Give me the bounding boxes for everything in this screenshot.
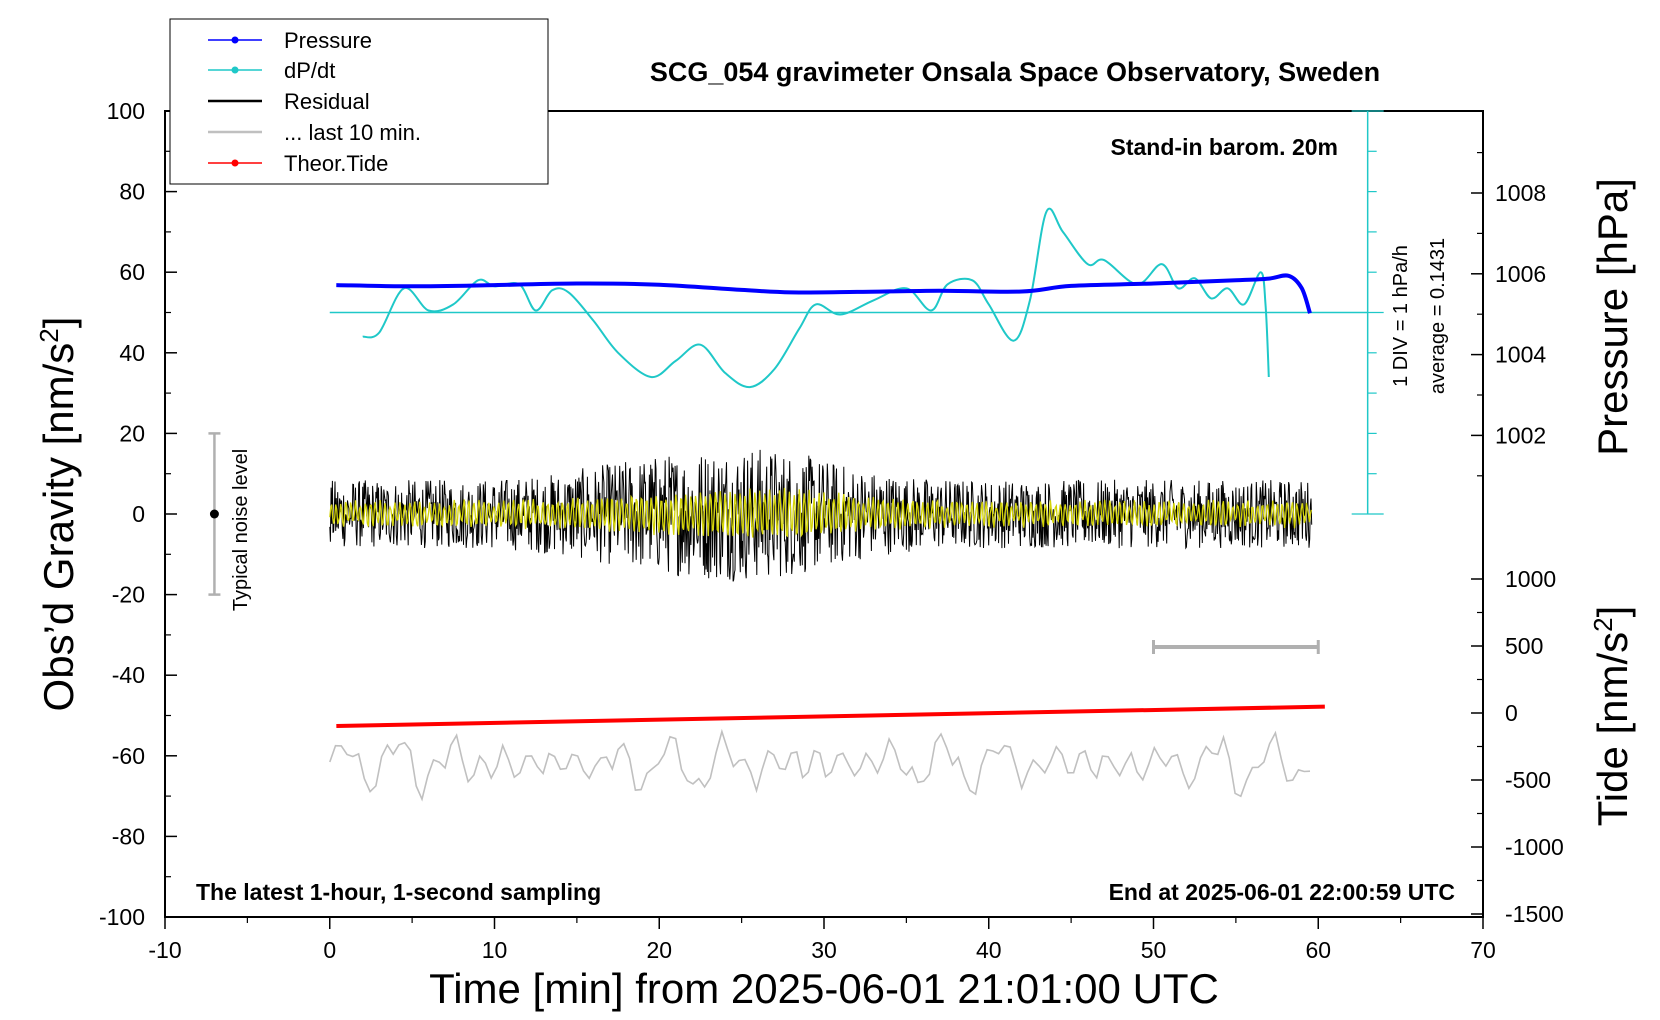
y-tick-label: -20 [112, 582, 145, 608]
y-tick-label: -40 [112, 662, 145, 688]
pressure-tick-label: 1002 [1495, 422, 1546, 448]
x-tick-label: 60 [1305, 937, 1331, 963]
legend: Pressure dP/dt Residual ... last 10 min.… [169, 18, 549, 185]
y-axis-label-left-sup: 2 [34, 328, 64, 342]
y-tick-label: 40 [119, 340, 145, 366]
noise-level-point [209, 509, 219, 519]
x-tick-label: 30 [811, 937, 837, 963]
x-axis-label: Time [min] from 2025-06-01 21:01:00 UTC [429, 965, 1219, 1012]
pressure-axis-label: Pressure [hPa] [1589, 178, 1636, 456]
pressure-series-line [336, 273, 1312, 314]
legend-item-residual: Residual [208, 89, 370, 114]
left-axis-ticks: 100 80 60 40 20 0 -20 -40 -60 -80 -100 [99, 98, 177, 930]
y-tick-label: 60 [119, 259, 145, 285]
x-tick-label: 50 [1141, 937, 1167, 963]
y-tick-label: 0 [132, 501, 145, 527]
y-tick-label: 80 [119, 179, 145, 205]
last10-series-line [329, 728, 1311, 802]
bottom-axis-ticks: -10 0 10 20 30 40 50 60 70 [148, 917, 1496, 963]
x-tick-label: -10 [148, 937, 181, 963]
tide-axis-label-sup: 2 [1588, 617, 1618, 631]
legend-item-last10: ... last 10 min. [208, 120, 421, 145]
y-tick-label: 100 [107, 98, 145, 124]
pressure-tick-label: 1008 [1495, 180, 1546, 206]
pressure-axis-ticks: 1008 1006 1004 1002 [1471, 152, 1546, 477]
tide-axis-ticks: 1000 500 0 -500 -1000 -1500 [1471, 566, 1564, 927]
average-note: average = 0.1431 [1427, 238, 1449, 394]
legend-item-dpdt: dP/dt [208, 58, 335, 83]
tide-tick-label: -1000 [1505, 834, 1564, 860]
legend-label-tide: Theor.Tide [284, 151, 388, 176]
x-tick-label: 0 [323, 937, 336, 963]
y-tick-label: -80 [112, 823, 145, 849]
legend-label-residual: Residual [284, 89, 370, 114]
residual-series-line [329, 449, 1313, 582]
legend-marker-tide [231, 159, 239, 167]
tide-tick-label: -500 [1505, 767, 1551, 793]
bottom-right-note: End at 2025-06-01 22:00:59 UTC [1109, 879, 1455, 905]
tide-series-line [336, 704, 1325, 728]
x-tick-label: 20 [646, 937, 672, 963]
legend-item-pressure: Pressure [208, 28, 372, 53]
legend-marker-dpdt [231, 66, 239, 74]
bottom-left-note: The latest 1-hour, 1-second sampling [196, 879, 601, 905]
chart-title: SCG_054 gravimeter Onsala Space Observat… [650, 57, 1380, 87]
series-layer [208, 207, 1368, 802]
legend-item-tide: Theor.Tide [208, 151, 388, 176]
tide-tick-label: 500 [1505, 633, 1543, 659]
tide-tick-label: -1500 [1505, 901, 1564, 927]
tide-tick-label: 1000 [1505, 566, 1556, 592]
x-tick-label: 40 [976, 937, 1002, 963]
noise-level-label: Typical noise level [230, 449, 252, 611]
legend-label-dpdt: dP/dt [284, 58, 335, 83]
legend-label-pressure: Pressure [284, 28, 372, 53]
pressure-tick-label: 1004 [1495, 342, 1546, 368]
tide-axis-label: Tide [nm/s2] [1588, 606, 1636, 827]
pressure-tick-label: 1006 [1495, 261, 1546, 287]
x-tick-label: 70 [1470, 937, 1496, 963]
y-tick-label: -60 [112, 743, 145, 769]
dpdt-series-line [362, 207, 1270, 389]
residual-smoothed-line [329, 487, 1312, 538]
x-tick-label: 10 [482, 937, 508, 963]
div-note: 1 DIV = 1 hPa/h [1390, 245, 1412, 387]
y-tick-label: 20 [119, 420, 145, 446]
y-tick-label: -100 [99, 904, 145, 930]
y-axis-label-left: Obs’d Gravity [nm/s2] [34, 317, 82, 712]
barometer-note: Stand-in barom. 20m [1111, 134, 1338, 160]
legend-label-last10: ... last 10 min. [284, 120, 421, 145]
legend-marker-pressure [231, 36, 239, 44]
tide-tick-label: 0 [1505, 700, 1518, 726]
